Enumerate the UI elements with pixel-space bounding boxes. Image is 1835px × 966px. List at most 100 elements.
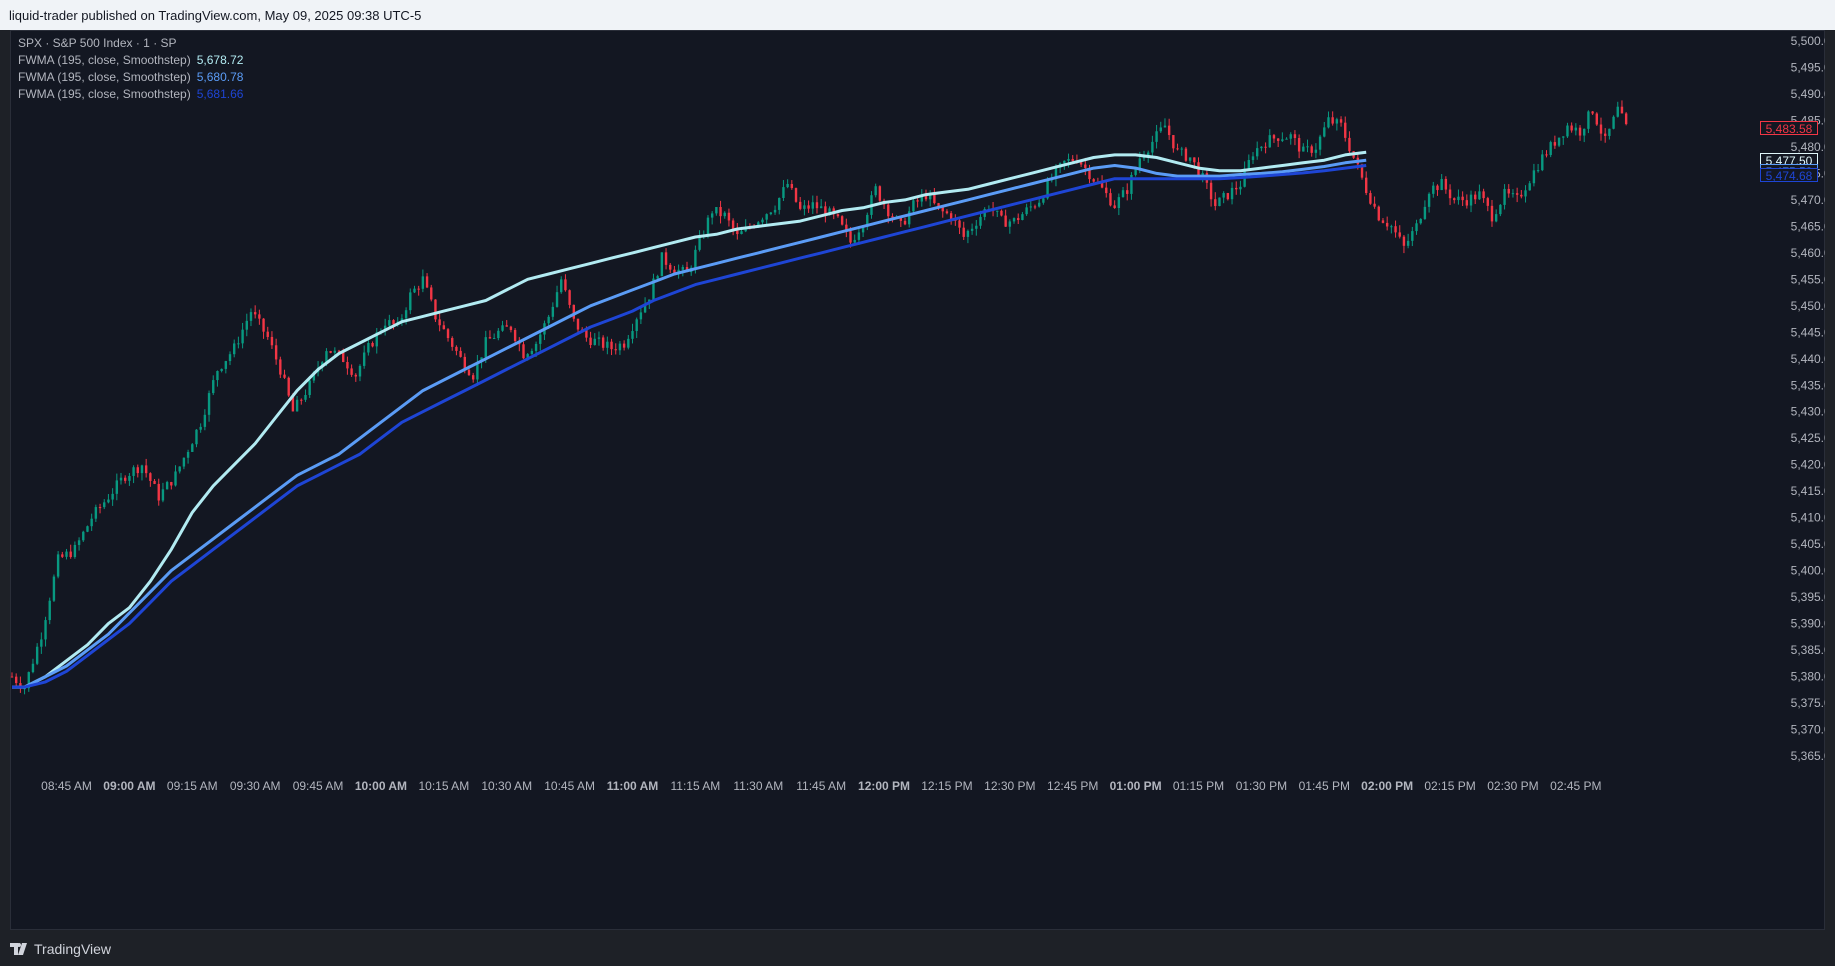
candle-body (1499, 204, 1502, 215)
candle-body (1339, 119, 1343, 123)
candle-body (694, 249, 697, 268)
price-axis[interactable]: 5,365.00 5,370.00 5,375.00 5,380.00 5,385.00… (1791, 34, 1825, 763)
candle-body (1511, 193, 1515, 195)
candle-body (358, 365, 362, 377)
candle-body (1117, 197, 1121, 209)
y-tick-label: 5,420.00 (1791, 458, 1825, 472)
candle-body (1226, 193, 1230, 200)
indicator-legend-2[interactable]: FWMA (195, close, Smoothstep) 5,680.78 (18, 69, 243, 86)
candle-body (467, 369, 471, 376)
candle-body (757, 222, 760, 227)
candle-body (794, 188, 798, 202)
candle-body (35, 646, 39, 664)
candle-body (1008, 221, 1012, 227)
chart-area[interactable] (10, 30, 1825, 930)
candle-body (618, 343, 622, 351)
candle-body (488, 337, 492, 339)
tradingview-logo[interactable]: TradingView (10, 941, 111, 957)
candle-body (1398, 232, 1401, 237)
candle-body (1079, 162, 1083, 165)
candle-body (111, 493, 114, 500)
x-tick-label: 10:00 AM (355, 779, 407, 793)
candle-body (212, 380, 215, 394)
candle-body (228, 354, 232, 362)
candle-body (1222, 193, 1225, 198)
candle-body (1566, 125, 1569, 137)
candle-body (1054, 167, 1058, 179)
candle-body (417, 288, 420, 290)
candle-body (1012, 218, 1016, 222)
candle-body (710, 213, 714, 218)
candle-body (1515, 193, 1519, 195)
candle-body (912, 200, 915, 212)
candle-body (874, 186, 877, 196)
candle-body (245, 320, 248, 330)
candle-body (1415, 223, 1418, 232)
price-tag: 5,483.58 (1760, 120, 1818, 136)
candle-body (174, 471, 177, 486)
indicator-value: 5,681.66 (196, 87, 244, 101)
candle-body (1402, 236, 1406, 246)
footer (0, 932, 1835, 966)
price-chart[interactable]: 5,365.00 5,370.00 5,375.00 5,380.00 5,385.00… (10, 30, 1825, 930)
candle-body (270, 336, 274, 346)
candle-body (811, 202, 814, 209)
candle-body (1406, 240, 1410, 246)
x-tick-label: 10:45 AM (544, 779, 595, 793)
candle-body (1528, 183, 1531, 191)
candle-body (90, 518, 93, 527)
candle-body (1251, 156, 1255, 160)
candle-body (782, 187, 785, 199)
indicator-label: FWMA (195, close, Smoothstep) (18, 53, 191, 67)
candle-body (1235, 187, 1238, 190)
candle-body (136, 467, 139, 474)
candle-body (1146, 152, 1150, 157)
indicator-legend-3[interactable]: FWMA (195, close, Smoothstep) 5,681.66 (18, 86, 243, 103)
candle-body (1230, 187, 1234, 200)
candle-body (23, 688, 26, 690)
x-tick-label: 09:45 AM (293, 779, 344, 793)
candle-body (769, 212, 773, 215)
y-tick-label: 5,440.00 (1791, 352, 1825, 366)
publication-header: liquid-trader published on TradingView.c… (0, 0, 1835, 30)
y-tick-label: 5,365.00 (1791, 749, 1825, 763)
candle-body (966, 230, 970, 237)
candle-body (1214, 199, 1217, 207)
candle-body (383, 325, 387, 331)
candle-body (497, 330, 500, 339)
candle-body (639, 312, 643, 320)
candle-body (52, 576, 56, 601)
candle-body (1130, 174, 1133, 194)
candle-body (945, 211, 949, 214)
symbol-info[interactable]: SPX · S&P 500 Index · 1 · SP (18, 36, 177, 50)
x-tick-label: 02:00 PM (1361, 779, 1413, 793)
candle-body (845, 224, 848, 232)
time-axis[interactable]: 08:45 AM 09:00 AM 09:15 AM 09:30 AM 09:45 AM… (41, 779, 1601, 793)
candle-body (1503, 188, 1506, 205)
candle-body (836, 214, 840, 217)
x-tick-label: 01:00 PM (1110, 779, 1162, 793)
y-tick-label: 5,470.00 (1791, 193, 1825, 207)
candle-body (1599, 124, 1603, 134)
candle-body (824, 206, 827, 216)
candle-body (86, 526, 89, 532)
candle-body (1310, 146, 1313, 153)
candle-body (476, 362, 479, 380)
candle-body (1151, 141, 1154, 153)
x-tick-label: 11:45 AM (796, 779, 846, 793)
indicator-value: 5,678.72 (196, 53, 244, 67)
candle-body (1105, 187, 1108, 194)
y-tick-label: 5,490.00 (1791, 87, 1825, 101)
candle-body (1138, 158, 1142, 169)
candle-body (1583, 128, 1586, 136)
candle-body (1323, 127, 1326, 137)
candle-body (622, 343, 626, 348)
candle-body (312, 372, 316, 381)
candle-body (463, 356, 466, 370)
x-tick-label: 12:15 PM (921, 779, 972, 793)
y-tick-label: 5,425.00 (1791, 431, 1825, 445)
candle-body (1293, 134, 1297, 139)
indicator-legend-1[interactable]: FWMA (195, close, Smoothstep) 5,678.72 (18, 52, 243, 69)
candle-body (731, 220, 735, 230)
candle-body (941, 207, 944, 212)
